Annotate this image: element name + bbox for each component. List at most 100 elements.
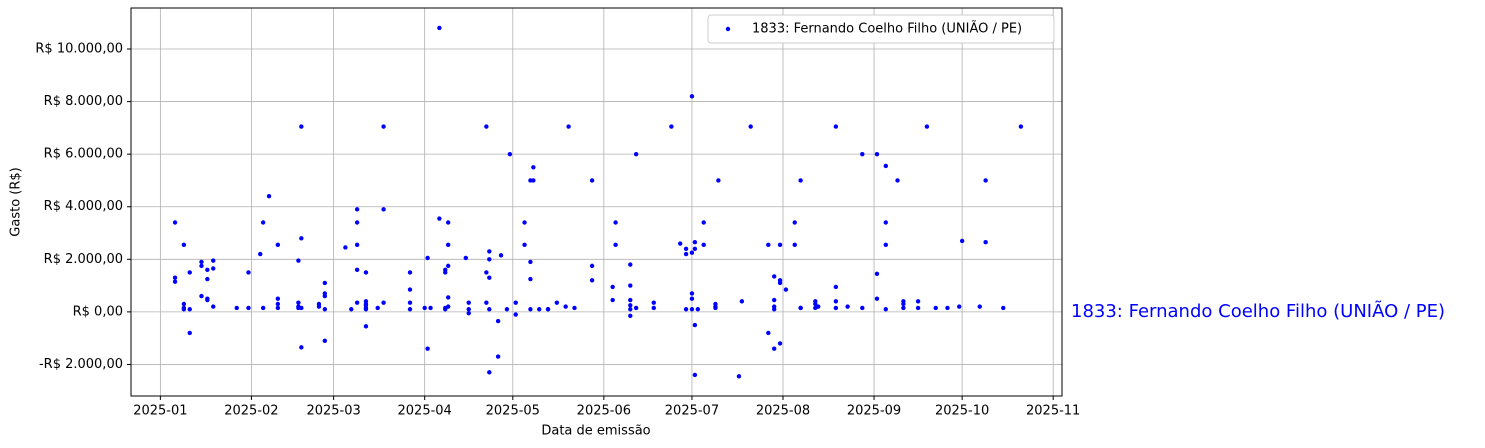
point xyxy=(487,307,492,312)
point xyxy=(466,310,471,316)
point xyxy=(651,300,656,305)
point xyxy=(487,275,492,280)
point xyxy=(816,304,821,309)
point xyxy=(959,238,965,244)
point xyxy=(495,318,501,324)
point xyxy=(466,307,471,312)
point xyxy=(199,259,204,265)
point xyxy=(716,178,721,183)
point xyxy=(895,178,900,183)
point xyxy=(299,236,304,241)
point xyxy=(437,216,442,221)
point xyxy=(924,124,930,129)
point xyxy=(792,242,797,248)
point xyxy=(883,307,888,312)
point xyxy=(633,305,639,311)
point xyxy=(354,220,360,225)
point xyxy=(1001,305,1006,311)
point xyxy=(299,124,304,129)
point xyxy=(299,345,304,350)
point xyxy=(381,124,386,129)
point xyxy=(528,276,533,282)
legend-marker xyxy=(725,26,731,32)
point xyxy=(957,304,962,309)
point xyxy=(777,280,783,286)
point xyxy=(445,304,451,309)
point xyxy=(748,124,753,129)
point xyxy=(381,207,386,212)
point xyxy=(692,240,698,245)
point xyxy=(322,338,328,343)
point xyxy=(296,300,301,305)
y-tick-label: R$ 6.000,00 xyxy=(44,147,123,162)
point xyxy=(689,94,695,99)
point xyxy=(771,346,777,351)
point xyxy=(692,372,698,378)
x-tick-label: 2025-07 xyxy=(665,404,719,419)
point xyxy=(695,307,701,312)
y-tick-label: R$ 8.000,00 xyxy=(44,94,123,109)
y-tick-label: R$ 10.000,00 xyxy=(35,42,123,57)
point xyxy=(363,270,369,275)
y-tick-label: R$ 2.000,00 xyxy=(44,252,123,267)
point xyxy=(777,242,783,248)
point xyxy=(613,242,618,248)
point xyxy=(260,305,266,311)
point xyxy=(199,293,204,299)
point xyxy=(425,346,430,351)
point xyxy=(407,287,413,292)
point xyxy=(463,255,469,261)
point xyxy=(354,300,360,305)
point xyxy=(531,178,536,183)
x-tick-label: 2025-09 xyxy=(847,404,901,419)
legend-label: 1833: Fernando Coelho Filho (UNIÃO / PE) xyxy=(752,21,1022,37)
point xyxy=(883,163,888,169)
point xyxy=(211,258,216,263)
point xyxy=(484,270,489,275)
point xyxy=(260,220,266,225)
point xyxy=(633,151,639,157)
point xyxy=(689,291,695,296)
plot-frame xyxy=(130,7,1063,397)
point xyxy=(322,293,328,299)
point xyxy=(739,299,745,304)
point xyxy=(407,270,413,275)
point xyxy=(275,296,281,301)
point xyxy=(883,242,888,248)
point xyxy=(205,267,210,273)
point xyxy=(513,312,518,317)
point xyxy=(407,307,413,312)
point xyxy=(354,242,360,248)
point xyxy=(299,305,304,311)
point xyxy=(187,330,192,336)
point xyxy=(833,124,839,129)
point xyxy=(771,304,777,309)
point xyxy=(713,304,718,309)
point xyxy=(771,297,777,303)
point xyxy=(428,305,433,311)
x-axis-label: Data de emissão xyxy=(541,424,650,439)
point xyxy=(683,246,689,251)
point xyxy=(537,307,542,312)
point xyxy=(589,278,595,283)
point xyxy=(531,165,536,170)
point xyxy=(798,305,803,311)
point xyxy=(187,307,192,312)
point xyxy=(407,300,413,305)
point xyxy=(445,295,451,300)
point xyxy=(1018,124,1024,129)
point xyxy=(689,307,695,312)
y-tick-label: -R$ 2.000,00 xyxy=(39,357,123,372)
point xyxy=(211,304,216,309)
point xyxy=(522,242,527,248)
point xyxy=(628,303,633,308)
point xyxy=(246,305,251,311)
point xyxy=(798,178,803,183)
point xyxy=(234,305,239,311)
annotation: 1833: Fernando Coelho Filho (UNIÃO / PE) xyxy=(1071,300,1445,322)
point xyxy=(445,242,451,248)
point xyxy=(692,246,698,251)
point xyxy=(422,305,427,311)
point xyxy=(766,330,771,336)
